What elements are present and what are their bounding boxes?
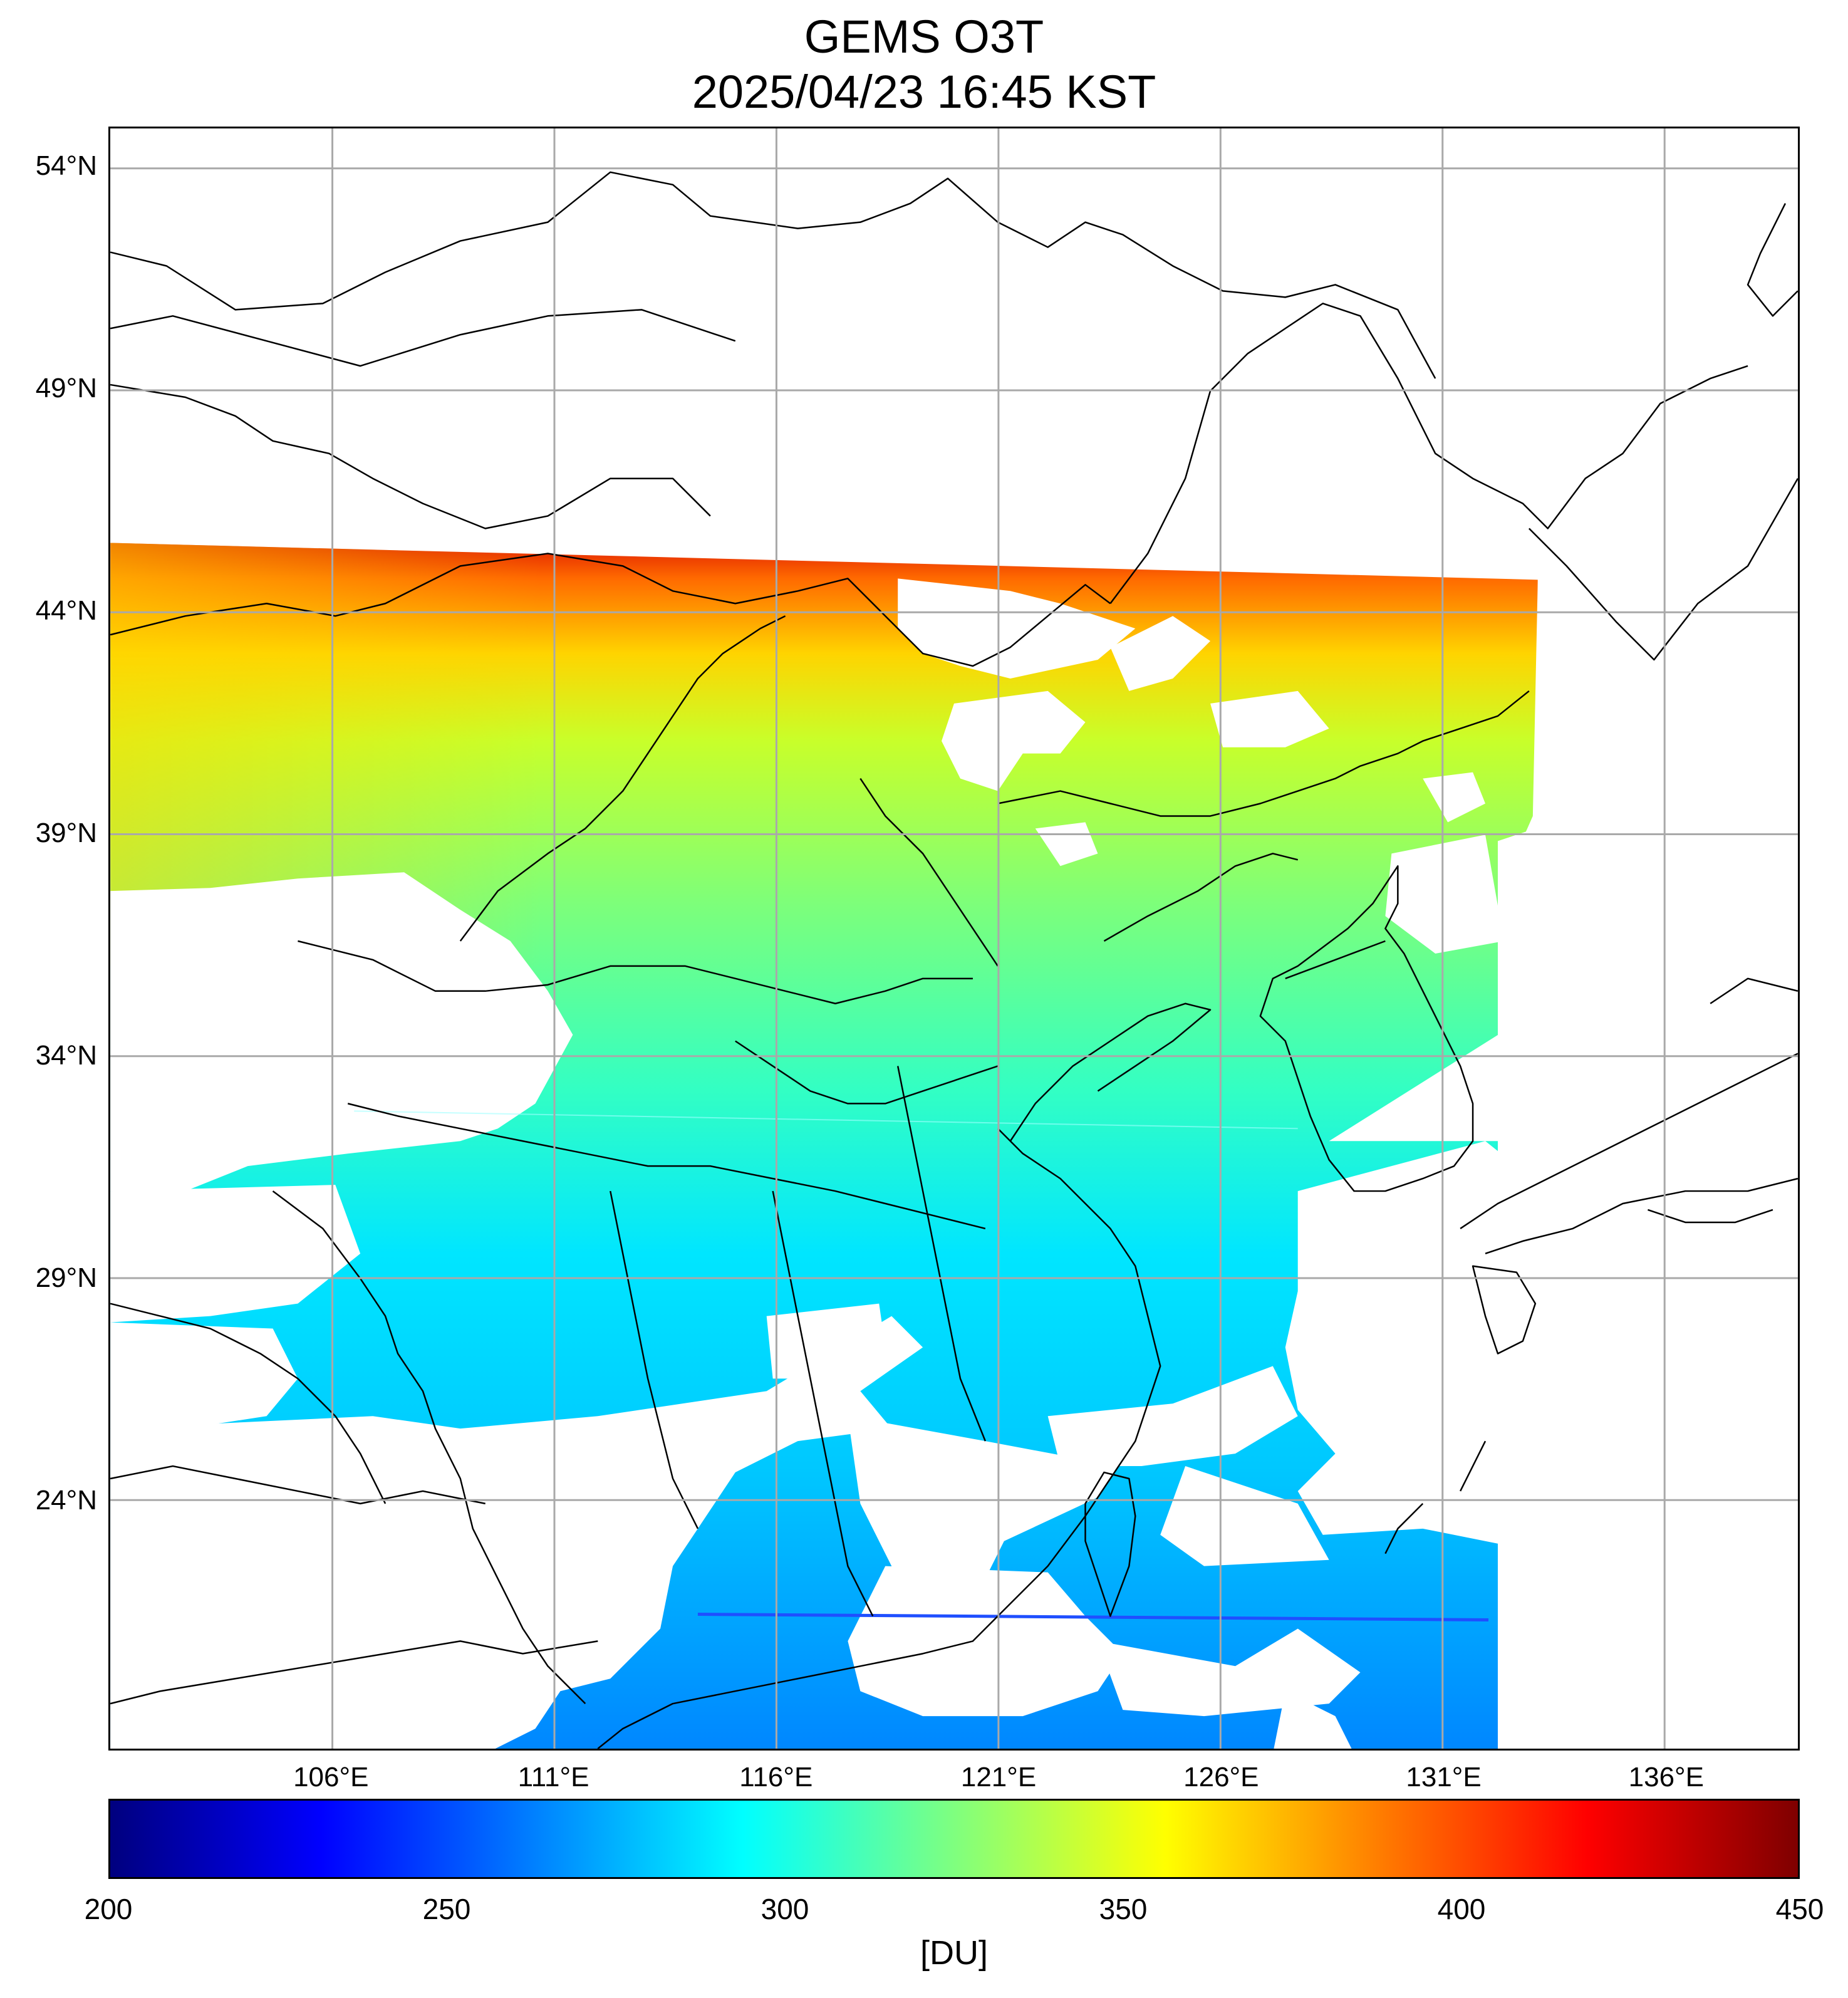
colorbar-tick: 250 — [422, 1893, 471, 1925]
colorbar-units: [DU] — [920, 1934, 988, 1972]
lon-label: 111°E — [517, 1762, 589, 1792]
graticule — [110, 128, 1798, 1749]
map-timestamp: 2025/04/23 16:45 KST — [692, 66, 1156, 118]
colorbar-tick: 350 — [1099, 1893, 1148, 1925]
map-title: GEMS O3T — [804, 11, 1044, 63]
lon-label: 121°E — [960, 1762, 1037, 1792]
colorbar-tick: 450 — [1775, 1893, 1824, 1925]
lat-label: 34°N — [35, 1040, 97, 1071]
lon-label: 126°E — [1183, 1762, 1259, 1792]
lat-label: 49°N — [35, 372, 97, 403]
lon-label: 106°E — [293, 1762, 369, 1792]
lat-label: 39°N — [35, 818, 97, 849]
swath-seam-line — [697, 1613, 1489, 1621]
lat-label: 24°N — [35, 1485, 97, 1516]
colorbar — [108, 1799, 1800, 1879]
cloud-mask — [110, 578, 1548, 1749]
lon-label: 136°E — [1628, 1762, 1704, 1792]
lon-label: 116°E — [739, 1762, 813, 1792]
swath-seam-line — [354, 1110, 1298, 1130]
ozone-map — [110, 128, 1798, 1749]
colorbar-tick: 200 — [84, 1893, 133, 1925]
colorbar-tick: 400 — [1437, 1893, 1486, 1925]
lat-label: 54°N — [35, 150, 97, 181]
colorbar-tick: 300 — [760, 1893, 809, 1925]
coastlines-and-borders — [110, 171, 1798, 1749]
lat-label: 44°N — [35, 595, 97, 627]
map-panel — [108, 127, 1800, 1751]
lat-label: 29°N — [35, 1262, 97, 1294]
lon-label: 131°E — [1406, 1762, 1482, 1792]
